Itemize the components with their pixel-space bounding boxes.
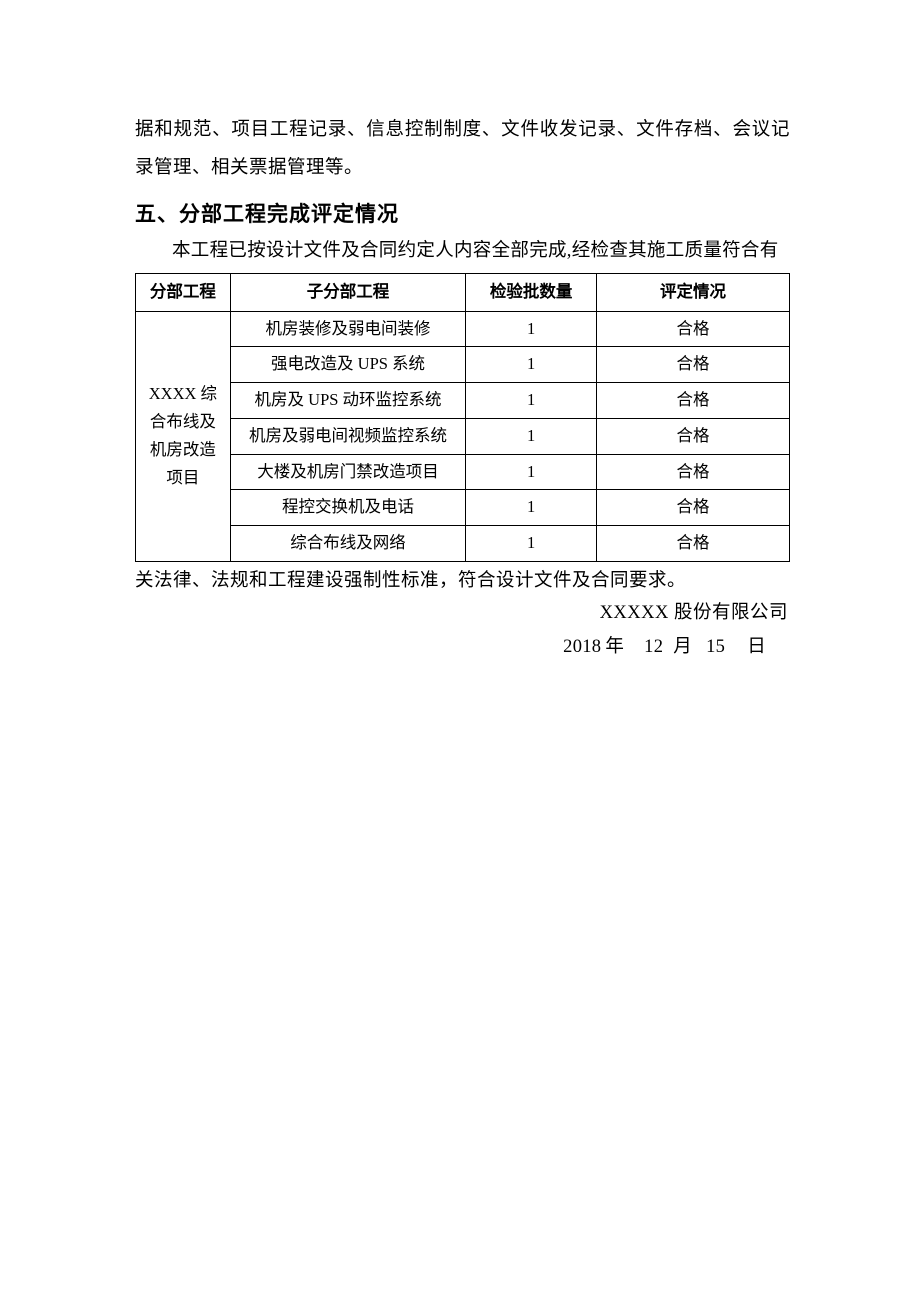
section5-intro: 本工程已按设计文件及合同约定人内容全部完成,经检查其施工质量符合有 bbox=[135, 234, 790, 269]
cell-result: 合格 bbox=[597, 418, 790, 454]
date-month: 12 bbox=[644, 637, 663, 658]
section5-heading: 五、分部工程完成评定情况 bbox=[135, 198, 790, 228]
table-row: 机房及弱电间视频监控系统 1 合格 bbox=[136, 418, 790, 454]
date-year: 2018 bbox=[563, 637, 601, 658]
cell-result: 合格 bbox=[597, 311, 790, 347]
table-row: 综合布线及网络 1 合格 bbox=[136, 526, 790, 562]
table-row: 程控交换机及电话 1 合格 bbox=[136, 490, 790, 526]
cell-batch: 1 bbox=[466, 418, 597, 454]
cell-batch: 1 bbox=[466, 454, 597, 490]
intro-paragraph: 据和规范、项目工程记录、信息控制制度、文件收发记录、文件存档、会议记录管理、相关… bbox=[135, 112, 790, 188]
date-day: 15 bbox=[706, 637, 725, 658]
header-batch: 检验批数量 bbox=[466, 273, 597, 311]
closing-text: 关法律、法规和工程建设强制性标准，符合设计文件及合同要求。 bbox=[135, 564, 790, 598]
cell-batch: 1 bbox=[466, 347, 597, 383]
header-result: 评定情况 bbox=[597, 273, 790, 311]
evaluation-table: 分部工程 子分部工程 检验批数量 评定情况 XXXX 综合布线及机房改造项目 机… bbox=[135, 273, 790, 562]
cell-sub: 综合布线及网络 bbox=[230, 526, 465, 562]
document-page: 据和规范、项目工程记录、信息控制制度、文件收发记录、文件存档、会议记录管理、相关… bbox=[0, 0, 920, 658]
cell-result: 合格 bbox=[597, 526, 790, 562]
date-day-label: 日 bbox=[747, 632, 766, 658]
table-row: XXXX 综合布线及机房改造项目 机房装修及弱电间装修 1 合格 bbox=[136, 311, 790, 347]
cell-division: XXXX 综合布线及机房改造项目 bbox=[136, 311, 231, 561]
table-row: 机房及 UPS 动环监控系统 1 合格 bbox=[136, 383, 790, 419]
cell-sub: 机房及 UPS 动环监控系统 bbox=[230, 383, 465, 419]
cell-batch: 1 bbox=[466, 526, 597, 562]
table-header-row: 分部工程 子分部工程 检验批数量 评定情况 bbox=[136, 273, 790, 311]
date-year-label: 年 bbox=[605, 632, 624, 658]
header-sub: 子分部工程 bbox=[230, 273, 465, 311]
cell-result: 合格 bbox=[597, 383, 790, 419]
cell-batch: 1 bbox=[466, 490, 597, 526]
cell-sub: 机房及弱电间视频监控系统 bbox=[230, 418, 465, 454]
cell-sub: 大楼及机房门禁改造项目 bbox=[230, 454, 465, 490]
cell-sub: 程控交换机及电话 bbox=[230, 490, 465, 526]
cell-result: 合格 bbox=[597, 347, 790, 383]
cell-batch: 1 bbox=[466, 311, 597, 347]
header-division: 分部工程 bbox=[136, 273, 231, 311]
cell-result: 合格 bbox=[597, 454, 790, 490]
table-row: 大楼及机房门禁改造项目 1 合格 bbox=[136, 454, 790, 490]
cell-sub: 机房装修及弱电间装修 bbox=[230, 311, 465, 347]
company-name: XXXXX 股份有限公司 bbox=[135, 598, 790, 624]
cell-sub: 强电改造及 UPS 系统 bbox=[230, 347, 465, 383]
date-line: 2018年 12 月 15 日 bbox=[135, 632, 790, 658]
cell-result: 合格 bbox=[597, 490, 790, 526]
table-row: 强电改造及 UPS 系统 1 合格 bbox=[136, 347, 790, 383]
cell-batch: 1 bbox=[466, 383, 597, 419]
date-month-label: 月 bbox=[673, 632, 692, 658]
